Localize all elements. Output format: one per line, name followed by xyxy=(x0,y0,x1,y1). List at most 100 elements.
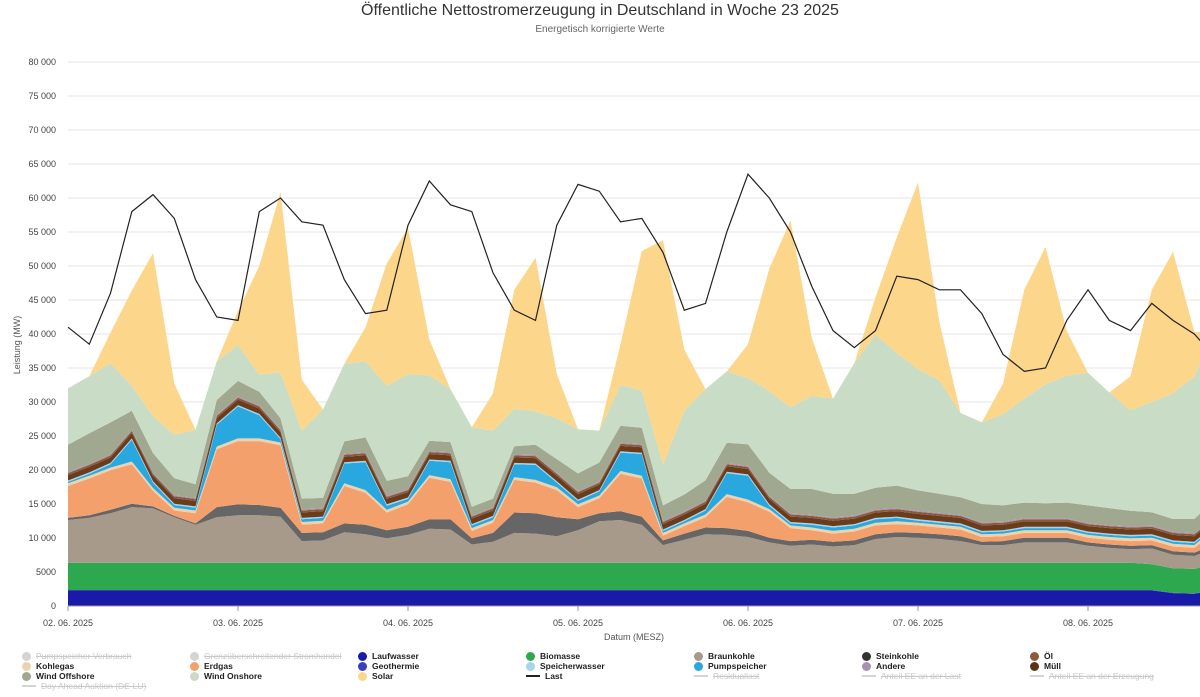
y-axis-ticks: 80 000 75 000 70 000 65 000 60 000 55 000 50 0… xyxy=(28,57,56,611)
legend-item[interactable]: Last xyxy=(526,671,694,681)
legend-dot-icon xyxy=(862,651,871,661)
y-tick-label: 25 000 xyxy=(28,431,56,441)
legend-label: Wind Offshore xyxy=(36,671,95,681)
legend-item[interactable]: Anteil EE an der Erzeugung xyxy=(1030,671,1198,681)
legend-label: Geothermie xyxy=(372,661,420,671)
legend-item[interactable]: Erdgas xyxy=(190,661,358,671)
y-tick-label: 20 000 xyxy=(28,465,56,475)
legend-label: Erdgas xyxy=(204,661,233,671)
legend-label: Kohlegas xyxy=(36,661,75,671)
legend-dot-icon xyxy=(22,661,31,671)
x-tick-label: 05. 06. 2025 xyxy=(553,618,603,628)
y-tick-label: 55 000 xyxy=(28,227,56,237)
legend-label: Last xyxy=(545,671,563,681)
legend-dot-icon xyxy=(190,661,199,671)
area-wind-offshore xyxy=(68,380,1200,534)
area-müll xyxy=(68,399,1200,542)
legend-item[interactable]: Andere xyxy=(862,661,1030,671)
legend-dot-icon xyxy=(694,661,703,671)
legend-dot-icon xyxy=(526,651,535,661)
legend-label: Müll xyxy=(1044,661,1061,671)
area-geothermie xyxy=(68,590,1200,594)
legend-item[interactable]: Residuallast xyxy=(694,671,862,681)
legend-label: Pumpspeicher Verbrauch xyxy=(36,651,132,661)
x-axis-ticks: 02. 06. 2025 03. 06. 2025 04. 06. 2025 05. … xyxy=(43,605,1200,628)
area-wind-onshore xyxy=(68,334,1200,519)
legend-dot-icon xyxy=(358,661,367,671)
x-tick-label: 06. 06. 2025 xyxy=(723,618,773,628)
legend-item[interactable]: Geothermie xyxy=(358,661,526,671)
legend-dot-icon xyxy=(190,651,199,661)
legend-label: Andere xyxy=(876,661,906,671)
legend-item[interactable]: Anteil EE an der Last xyxy=(862,671,1030,681)
chart-subtitle: Energetisch korrigierte Werte xyxy=(535,24,665,35)
legend-item[interactable]: Laufwasser xyxy=(358,651,526,661)
legend-item[interactable]: Müll xyxy=(1030,661,1198,671)
legend-dot-icon xyxy=(1030,661,1039,671)
y-tick-label: 35 000 xyxy=(28,363,56,373)
legend: Pumpspeicher Verbrauch Grenzüberschreiten… xyxy=(22,651,1200,697)
x-tick-label: 04. 06. 2025 xyxy=(383,618,433,628)
legend-label: Steinkohle xyxy=(876,651,919,661)
legend-dot-icon xyxy=(190,671,199,681)
area-braunkohle xyxy=(68,507,1200,569)
legend-item[interactable]: Biomasse xyxy=(526,651,694,661)
legend-label: Anteil EE an der Erzeugung xyxy=(1049,671,1154,681)
chart-plot[interactable]: 80 000 75 000 70 000 65 000 60 000 55 000 50 0… xyxy=(0,0,1200,650)
area-solar xyxy=(68,182,1200,465)
legend-item[interactable]: Pumpspeicher Verbrauch xyxy=(22,651,190,661)
legend-line-icon xyxy=(526,675,540,677)
y-tick-label: 70 000 xyxy=(28,125,56,135)
legend-label: Laufwasser xyxy=(372,651,419,661)
legend-label: Solar xyxy=(372,671,394,681)
x-tick-label: 02. 06. 2025 xyxy=(43,618,93,628)
legend-item[interactable]: Steinkohle xyxy=(862,651,1030,661)
legend-dot-icon xyxy=(358,651,367,661)
legend-item[interactable]: Braunkohle xyxy=(694,651,862,661)
legend-item[interactable]: Grenzüberschreitender Stromhandel xyxy=(190,651,358,661)
area-biomasse xyxy=(68,562,1200,594)
legend-dot-icon xyxy=(22,671,31,681)
legend-dot-icon xyxy=(1030,651,1039,661)
legend-label: Pumpspeicher xyxy=(708,661,767,671)
legend-item[interactable]: Day Ahead Auktion (DE-LU) xyxy=(22,681,190,691)
legend-item[interactable]: Pumpspeicher xyxy=(694,661,862,671)
legend-dot-icon xyxy=(862,661,871,671)
line-last xyxy=(67,173,1200,373)
legend-item[interactable]: Öl xyxy=(1030,651,1198,661)
legend-item[interactable]: Wind Offshore xyxy=(22,671,190,681)
y-tick-label: 50 000 xyxy=(28,261,56,271)
legend-label: Grenzüberschreitender Stromhandel xyxy=(204,651,342,661)
legend-item[interactable]: Speicherwasser xyxy=(526,661,694,671)
legend-label: Braunkohle xyxy=(708,651,755,661)
x-axis-label: Datum (MESZ) xyxy=(604,632,664,642)
y-tick-label: 80 000 xyxy=(28,57,56,67)
line-series xyxy=(67,173,1200,373)
legend-line-icon xyxy=(22,685,36,687)
area-steinkohle xyxy=(68,503,1200,556)
legend-label: Biomasse xyxy=(540,651,581,661)
y-tick-label: 0 xyxy=(51,601,56,611)
y-tick-label: 5000 xyxy=(36,567,56,577)
x-tick-label: 07. 06. 2025 xyxy=(893,618,943,628)
legend-dot-icon xyxy=(358,671,367,681)
area-series xyxy=(68,182,1200,606)
y-tick-label: 15 000 xyxy=(28,499,56,509)
y-tick-label: 40 000 xyxy=(28,329,56,339)
legend-item[interactable]: Kohlegas xyxy=(22,661,190,671)
x-tick-label: 08. 06. 2025 xyxy=(1063,618,1113,628)
y-tick-label: 45 000 xyxy=(28,295,56,305)
y-tick-label: 30 000 xyxy=(28,397,56,407)
legend-item[interactable]: Solar xyxy=(358,671,526,681)
y-axis-label: Leistung (MW) xyxy=(12,316,22,375)
legend-label: Day Ahead Auktion (DE-LU) xyxy=(41,681,147,691)
legend-item[interactable]: Wind Onshore xyxy=(190,671,358,681)
legend-line-icon xyxy=(862,675,876,677)
legend-label: Anteil EE an der Last xyxy=(881,671,961,681)
area-laufwasser xyxy=(68,590,1200,606)
legend-label: Öl xyxy=(1044,651,1053,661)
y-tick-label: 75 000 xyxy=(28,91,56,101)
chart-title: Öffentliche Nettostromerzeugung in Deuts… xyxy=(361,2,839,19)
legend-dot-icon xyxy=(694,651,703,661)
